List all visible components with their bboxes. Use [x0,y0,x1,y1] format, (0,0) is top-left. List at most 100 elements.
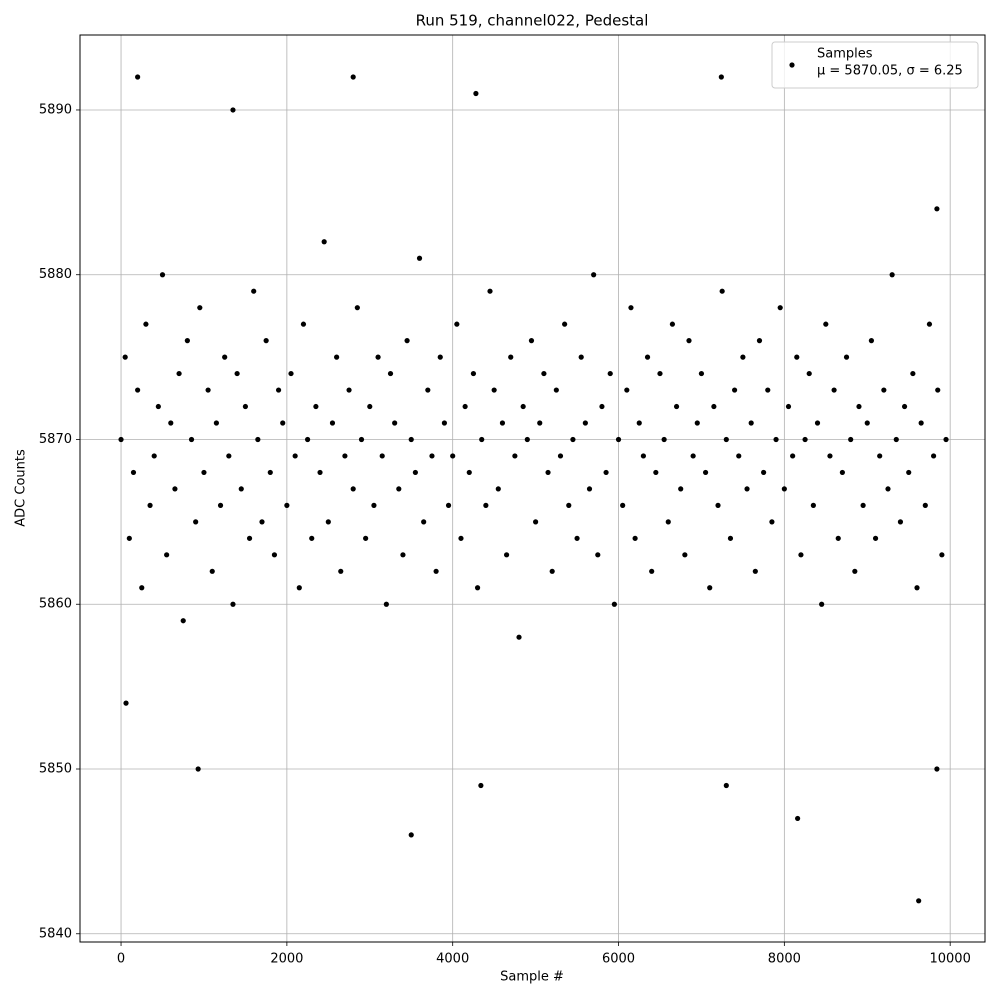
point [217,502,224,508]
point [159,272,166,278]
point [396,486,402,492]
point [719,288,725,294]
point [450,453,456,459]
point [632,535,638,541]
point [130,469,137,476]
point [570,436,576,443]
point [586,486,593,492]
point [562,321,568,327]
legend-marker [789,62,795,68]
point [914,585,920,591]
point [135,74,141,80]
point [603,469,609,476]
point [673,403,680,410]
point [694,420,700,426]
point [338,568,344,574]
point [868,338,875,344]
point [686,338,692,344]
point [168,420,174,426]
point [367,403,373,410]
point [479,436,485,443]
point [682,552,688,558]
point [195,766,201,772]
point [649,568,655,574]
point [756,338,763,344]
point [872,535,879,541]
point [263,338,269,344]
legend-label: Samples [817,47,873,62]
point [669,321,676,327]
point [255,436,261,443]
point [495,486,501,492]
point [425,387,431,393]
point [557,453,564,459]
point [765,387,771,393]
point [151,453,157,459]
point [135,387,141,393]
point [790,453,796,459]
point [831,387,837,393]
point [918,420,924,426]
points [118,74,949,904]
point [893,436,899,443]
point [172,486,178,492]
point [748,420,754,426]
x-tick-label: 2000 [270,952,303,967]
point [885,486,891,492]
point [715,502,721,508]
point [640,453,646,459]
point [781,486,787,492]
point [222,354,228,360]
point [644,354,651,360]
point [566,502,572,508]
point [922,502,928,508]
point [147,502,153,508]
point [473,90,479,97]
point [176,370,182,377]
point [591,272,597,278]
plot-frame [79,34,986,943]
point [193,519,199,525]
point [864,420,870,426]
point [624,387,630,393]
point [126,535,132,541]
point [727,535,734,541]
point [408,832,414,838]
point [118,436,124,443]
x-tick-label: 8000 [768,952,801,967]
point [226,453,232,459]
point [794,354,800,360]
point [852,568,858,574]
point [528,338,535,344]
point [553,387,559,393]
point [934,206,940,212]
point [470,370,477,377]
point [678,486,684,492]
point [416,255,423,261]
point [280,420,286,426]
point [441,420,448,426]
point [180,618,186,624]
point [702,469,709,476]
point [321,239,327,245]
point [346,387,352,393]
point [491,387,497,393]
point [533,519,539,525]
point [234,370,240,377]
point [201,469,207,476]
point [445,502,452,508]
point [164,552,170,558]
point [740,354,746,360]
point [412,469,418,476]
point [184,338,190,344]
point [810,502,816,508]
y-axis-label: ADC Counts [14,449,29,527]
point [752,568,758,574]
point [906,469,912,476]
point [209,568,215,574]
point [723,436,729,443]
point [785,403,792,410]
point [843,354,850,360]
y-tick-label: 5880 [39,267,72,282]
